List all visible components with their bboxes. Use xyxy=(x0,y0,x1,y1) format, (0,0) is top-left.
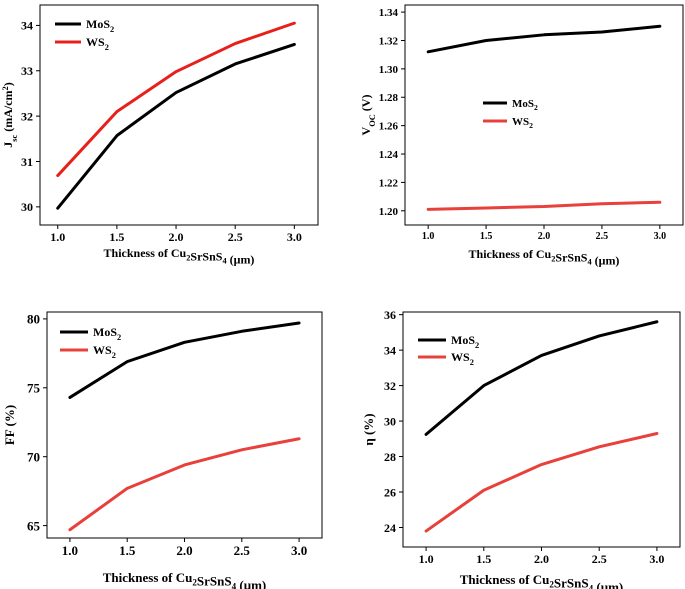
x-tick-label: 1.5 xyxy=(109,230,124,244)
y-tick-label: 24 xyxy=(384,521,396,535)
x-tick-label: 1.0 xyxy=(422,231,435,242)
y-tick-label: 1.26 xyxy=(379,121,399,133)
y-tick-label: 32 xyxy=(384,379,396,393)
x-tick-label: 1.0 xyxy=(62,543,78,558)
x-tick-label: 2.0 xyxy=(176,543,192,558)
x-tick-label: 2.5 xyxy=(596,231,609,242)
ff-y-axis-label: FF (%) xyxy=(2,405,17,445)
x-tick-label: 2.0 xyxy=(534,552,549,566)
x-tick-label: 1.0 xyxy=(419,552,434,566)
y-tick-label: 31 xyxy=(21,155,33,169)
ff-chart: 1.0 1.5 2.0 2.5 3.0 65 70 75 80 Thickness of Cu2S… xyxy=(2,311,323,589)
y-tick-label: 1.24 xyxy=(379,149,399,161)
y-tick-label: 34 xyxy=(384,343,396,357)
y-tick-label: 34 xyxy=(21,19,33,33)
x-tick-label: 3.0 xyxy=(654,231,667,242)
y-tick-label: 26 xyxy=(384,485,396,499)
y-tick-label: 30 xyxy=(384,414,396,428)
legend-label: WS2 xyxy=(86,35,109,52)
x-tick-label: 1.5 xyxy=(476,552,491,566)
legend-label: WS2 xyxy=(93,343,116,360)
legend-label: WS2 xyxy=(451,350,474,367)
x-tick-label: 2.5 xyxy=(228,230,243,244)
legend-label: MoS2 xyxy=(86,17,114,34)
jsc-series-line-mos2 xyxy=(56,42,296,210)
voc-series-line-ws2 xyxy=(426,200,662,211)
y-tick-label: 1.28 xyxy=(379,92,399,104)
x-tick-label: 2.5 xyxy=(592,552,607,566)
y-tick-label: 1.34 xyxy=(379,7,399,19)
voc-x-axis-label: Thickness of Cu2SrSnS4 (μm) xyxy=(469,247,620,268)
voc-series-line-mos2 xyxy=(426,24,662,54)
legend-label: MoS2 xyxy=(93,325,121,342)
x-tick-label: 2.0 xyxy=(538,231,551,242)
jsc-chart: 1.0 1.5 2.0 2.5 3.0 30 31 32 33 34 Thickness of Cu… xyxy=(1,4,319,267)
eta-plot-frame xyxy=(402,311,681,548)
legend-label: MoS2 xyxy=(512,98,538,112)
y-tick-label: 1.32 xyxy=(379,35,399,47)
y-tick-label: 1.20 xyxy=(379,206,399,218)
y-tick-label: 28 xyxy=(384,450,396,464)
ff-series-line-ws2 xyxy=(68,437,301,532)
y-tick-label: 65 xyxy=(27,518,41,533)
voc-chart: 1.0 1.5 2.0 2.5 3.0 1.20 1.22 1.24 1.26 1.28 1.30 1… xyxy=(359,4,684,268)
x-tick-label: 2.5 xyxy=(234,543,251,558)
voc-y-axis-label: VOC (V) xyxy=(359,95,377,136)
jsc-x-axis-label: Thickness of Cu2SrSnS4 (μm) xyxy=(104,246,255,267)
x-tick-label: 1.5 xyxy=(480,231,493,242)
ff-x-axis-label: Thickness of Cu2SrSnS4 (μm) xyxy=(103,570,266,589)
voc-plot-frame xyxy=(404,4,684,226)
y-tick-label: 30 xyxy=(21,200,33,214)
y-tick-label: 80 xyxy=(27,312,40,327)
eta-chart: 1.0 1.5 2.0 2.5 3.0 24 26 28 30 32 34 36 Thickness o… xyxy=(361,308,681,589)
y-tick-label: 32 xyxy=(21,109,33,123)
x-tick-label: 1.5 xyxy=(119,543,136,558)
legend-label: MoS2 xyxy=(451,333,479,350)
jsc-y-axis-label: Jsc (mA/cm2) xyxy=(1,82,19,148)
y-tick-label: 33 xyxy=(21,64,33,78)
x-tick-label: 1.0 xyxy=(50,230,65,244)
legend-label: WS2 xyxy=(512,116,533,130)
y-tick-label: 1.22 xyxy=(379,177,399,189)
x-tick-label: 3.0 xyxy=(291,543,307,558)
ff-plot-frame xyxy=(46,311,323,539)
jsc-plot-frame xyxy=(39,4,319,226)
eta-x-axis-label: Thickness of Cu2SrSnS4 (μm) xyxy=(460,572,623,589)
y-tick-label: 70 xyxy=(27,449,40,464)
x-tick-label: 2.0 xyxy=(169,230,184,244)
x-tick-label: 3.0 xyxy=(287,230,302,244)
eta-series-line-ws2 xyxy=(424,431,659,533)
y-tick-label: 1.30 xyxy=(379,64,399,76)
y-tick-label: 75 xyxy=(27,380,41,395)
y-tick-label: 36 xyxy=(384,308,396,322)
x-tick-label: 3.0 xyxy=(649,552,664,566)
eta-y-axis-label: η (%) xyxy=(361,413,376,445)
